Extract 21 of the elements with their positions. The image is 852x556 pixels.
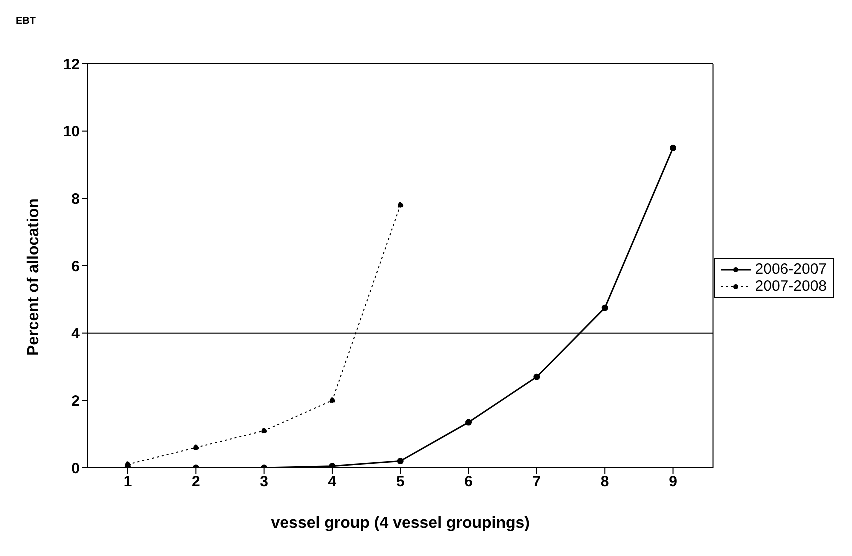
x-tick-label: 9 [669, 474, 678, 491]
y-tick-label: 6 [72, 258, 80, 276]
y-tick-label: 4 [72, 326, 81, 343]
x-tick-label: 1 [124, 474, 132, 491]
y-tick-label: 2 [72, 392, 80, 410]
y-axis-title: Percent of allocation [26, 198, 43, 356]
legend-label: 2007-2008 [755, 278, 827, 295]
y-tick-label: 0 [72, 460, 80, 478]
y-tick-label: 8 [72, 190, 80, 208]
chart-title: EBT [16, 16, 36, 27]
x-tick-label: 8 [600, 474, 610, 491]
x-tick-label: 7 [532, 474, 542, 491]
x-tick-label: 4 [328, 474, 338, 491]
x-tick-label: 2 [192, 474, 200, 491]
x-tick-label: 5 [396, 474, 405, 491]
y-tick-label: 10 [63, 124, 80, 141]
x-axis-title: vessel group (4 vessel groupings) [271, 515, 530, 532]
legend-label: 2006-2007 [755, 261, 827, 278]
y-tick-label: 12 [63, 56, 80, 74]
x-tick-label: 3 [260, 474, 268, 491]
x-tick-label: 6 [464, 474, 473, 491]
